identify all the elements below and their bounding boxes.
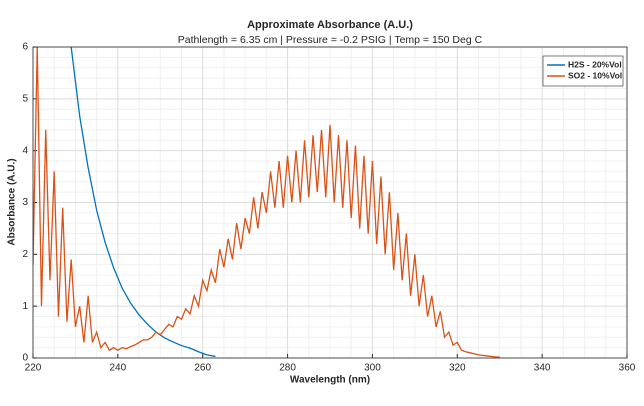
y-tick-label: 3 bbox=[22, 197, 28, 208]
legend-box bbox=[542, 55, 624, 87]
x-tick-label: 240 bbox=[110, 363, 127, 374]
x-tick-label: 300 bbox=[364, 363, 381, 374]
y-tick-label: 6 bbox=[22, 42, 28, 53]
x-tick-label: 260 bbox=[194, 363, 211, 374]
series-line bbox=[70, 47, 216, 358]
legend-label: H2S - 20%Vol bbox=[568, 59, 622, 69]
y-tick-label: 0 bbox=[22, 353, 28, 364]
y-tick-label: 5 bbox=[22, 93, 28, 104]
chart-title: Approximate Absorbance (A.U.) bbox=[247, 19, 413, 31]
y-tick-label: 4 bbox=[22, 145, 28, 156]
x-axis-label: Wavelength (nm) bbox=[290, 375, 370, 386]
y-tick-label: 1 bbox=[22, 301, 28, 312]
x-tick-label: 220 bbox=[25, 363, 42, 374]
series-line bbox=[33, 47, 500, 358]
x-tick-label: 340 bbox=[534, 363, 551, 374]
plot-lines bbox=[33, 47, 500, 358]
axes-box bbox=[32, 46, 628, 359]
legend-label: SO2 - 10%Vol bbox=[568, 70, 622, 80]
y-tick-label: 2 bbox=[22, 249, 28, 260]
x-tick-label: 320 bbox=[449, 363, 466, 374]
y-axis-label: Absorbance (A.U.) bbox=[7, 158, 18, 245]
x-tick-label: 280 bbox=[279, 363, 296, 374]
x-tick-label: 360 bbox=[619, 363, 636, 374]
chart-subtitle: Pathlength = 6.35 cm | Pressure = -0.2 P… bbox=[178, 34, 483, 46]
